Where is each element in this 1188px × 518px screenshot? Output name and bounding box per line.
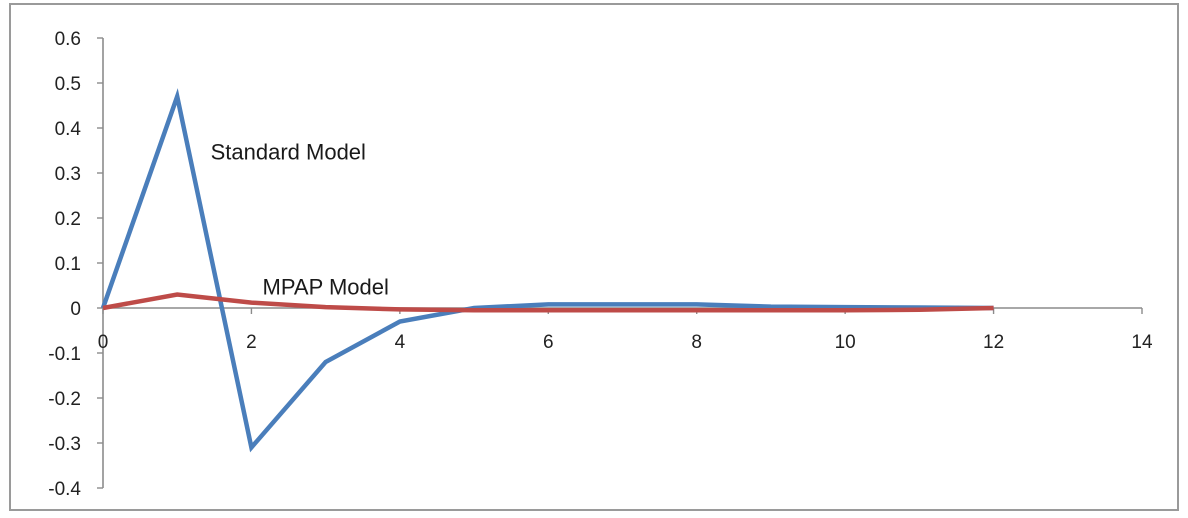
y-tick-label: 0.3 <box>55 164 81 185</box>
y-tick-label: 0.1 <box>55 254 81 275</box>
x-tick-label: 4 <box>395 332 406 353</box>
x-tick-label: 0 <box>98 332 109 353</box>
x-tick-label: 2 <box>246 332 257 353</box>
y-tick-label: 0.2 <box>55 209 81 230</box>
y-tick-label: -0.2 <box>48 389 81 410</box>
y-tick-label: 0 <box>70 299 81 320</box>
series-line-1 <box>100 88 994 453</box>
y-tick-label: 0.4 <box>55 119 82 140</box>
chart-frame <box>9 3 1179 511</box>
x-tick-label: 10 <box>835 332 856 353</box>
y-tick-label: 0.6 <box>55 29 81 50</box>
x-tick-label: 6 <box>543 332 554 353</box>
y-tick-label: -0.1 <box>48 344 81 365</box>
x-tick-label: 8 <box>691 332 702 353</box>
x-tick-label: 12 <box>983 332 1004 353</box>
y-tick-label: -0.3 <box>48 434 81 455</box>
annotation-label-1: Standard Model <box>211 140 366 165</box>
x-tick-label: 14 <box>1131 332 1153 353</box>
y-tick-label: 0.5 <box>55 74 81 95</box>
series-line-2 <box>102 292 994 313</box>
y-tick-label: -0.4 <box>48 479 81 500</box>
annotation-label-2: MPAP Model <box>263 275 389 300</box>
